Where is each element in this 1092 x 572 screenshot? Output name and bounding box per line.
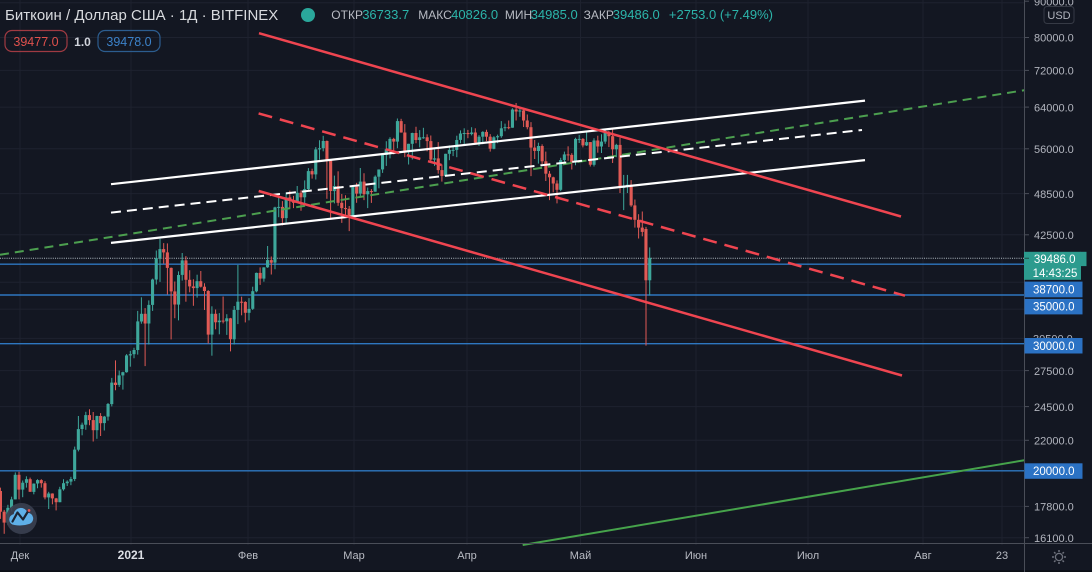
svg-text:42500.0: 42500.0 bbox=[1034, 230, 1074, 242]
svg-text:39486.0: 39486.0 bbox=[613, 7, 660, 22]
svg-text:ОТКР: ОТКР bbox=[331, 8, 363, 22]
svg-text:24500.0: 24500.0 bbox=[1034, 402, 1074, 414]
svg-text:80000.0: 80000.0 bbox=[1034, 33, 1074, 45]
svg-text:Фев: Фев bbox=[238, 550, 258, 562]
svg-text:МАКС: МАКС bbox=[418, 8, 452, 22]
svg-text:27500.0: 27500.0 bbox=[1034, 366, 1074, 378]
svg-text:МИН: МИН bbox=[505, 8, 532, 22]
svg-text:35000.0: 35000.0 bbox=[1033, 302, 1075, 314]
svg-text:Июл: Июл bbox=[797, 550, 819, 562]
svg-text:23: 23 bbox=[996, 550, 1008, 562]
svg-text:56000.0: 56000.0 bbox=[1034, 144, 1074, 156]
svg-text:39486.0: 39486.0 bbox=[1034, 254, 1076, 266]
svg-text:17800.0: 17800.0 bbox=[1034, 502, 1074, 514]
svg-text:Биткоин / Доллар США · 1Д · BI: Биткоин / Доллар США · 1Д · BITFINEX bbox=[5, 7, 278, 24]
svg-text:Дек: Дек bbox=[11, 550, 30, 562]
svg-text:Май: Май bbox=[570, 550, 592, 562]
svg-text:22000.0: 22000.0 bbox=[1034, 436, 1074, 448]
svg-text:Апр: Апр bbox=[457, 550, 476, 562]
svg-text:30000.0: 30000.0 bbox=[1033, 341, 1075, 353]
svg-text:ЗАКР: ЗАКР bbox=[584, 8, 614, 22]
svg-text:1.0: 1.0 bbox=[74, 35, 91, 49]
svg-text:USD: USD bbox=[1047, 10, 1070, 22]
svg-text:16100.0: 16100.0 bbox=[1034, 533, 1074, 545]
svg-text:64000.0: 64000.0 bbox=[1034, 102, 1074, 114]
svg-text:2021: 2021 bbox=[118, 548, 145, 562]
svg-text:39477.0: 39477.0 bbox=[13, 35, 58, 49]
svg-text:36733.7: 36733.7 bbox=[362, 7, 409, 22]
svg-text:34985.0: 34985.0 bbox=[531, 7, 578, 22]
svg-text:39478.0: 39478.0 bbox=[106, 35, 151, 49]
svg-text:40826.0: 40826.0 bbox=[451, 7, 498, 22]
svg-text:Авг: Авг bbox=[914, 550, 931, 562]
svg-text:90000.0: 90000.0 bbox=[1034, 0, 1074, 8]
svg-text:38700.0: 38700.0 bbox=[1033, 285, 1075, 297]
svg-text:+2753.0 (+7.49%): +2753.0 (+7.49%) bbox=[669, 7, 773, 22]
svg-text:14:43:25: 14:43:25 bbox=[1033, 268, 1078, 280]
svg-text:Июн: Июн bbox=[685, 550, 707, 562]
svg-text:20000.0: 20000.0 bbox=[1033, 466, 1075, 478]
svg-text:Мар: Мар bbox=[343, 550, 365, 562]
svg-text:72000.0: 72000.0 bbox=[1034, 66, 1074, 78]
svg-text:48500.0: 48500.0 bbox=[1034, 189, 1074, 201]
